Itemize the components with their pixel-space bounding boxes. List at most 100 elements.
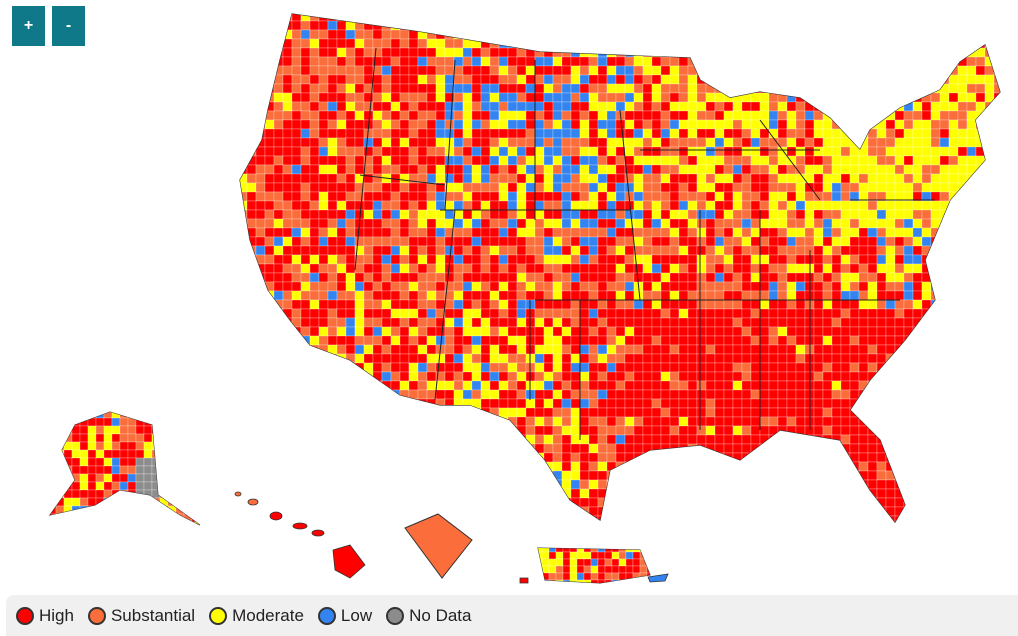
county-cell bbox=[921, 470, 932, 481]
county-cell bbox=[966, 74, 977, 85]
county-cell bbox=[381, 191, 392, 202]
county-cell bbox=[804, 74, 815, 85]
county-cell bbox=[264, 470, 275, 481]
county-cell bbox=[606, 245, 617, 256]
county-cell bbox=[939, 119, 950, 130]
county-cell bbox=[966, 290, 977, 301]
county-cell bbox=[327, 272, 338, 283]
county-cell bbox=[885, 38, 896, 49]
county-cell bbox=[840, 164, 851, 175]
county-cell bbox=[678, 128, 689, 139]
county-cell bbox=[525, 290, 536, 301]
county-cell bbox=[579, 515, 590, 522]
county-cell bbox=[678, 317, 689, 328]
county-cell bbox=[516, 20, 527, 31]
county-cell bbox=[327, 245, 338, 256]
county-cell bbox=[390, 425, 401, 436]
county-cell bbox=[435, 461, 446, 472]
county-cell bbox=[453, 65, 464, 76]
county-cell bbox=[921, 488, 932, 499]
county-cell bbox=[390, 443, 401, 454]
county-cell bbox=[435, 128, 446, 139]
county-cell bbox=[615, 227, 626, 238]
county-cell bbox=[930, 497, 941, 508]
county-cell bbox=[318, 245, 329, 256]
county-cell bbox=[507, 173, 518, 184]
county-cell bbox=[426, 74, 437, 85]
county-cell bbox=[840, 38, 851, 49]
county-cell bbox=[984, 155, 995, 166]
county-cell bbox=[372, 389, 383, 400]
county-cell bbox=[119, 449, 129, 459]
county-cell bbox=[966, 272, 977, 283]
us-county-map[interactable] bbox=[0, 0, 1018, 595]
county-cell bbox=[453, 479, 464, 490]
county-cell bbox=[87, 441, 97, 451]
county-cell bbox=[813, 398, 824, 409]
county-cell bbox=[741, 110, 752, 121]
county-cell bbox=[642, 83, 653, 94]
county-cell bbox=[606, 146, 617, 157]
county-cell bbox=[309, 317, 320, 328]
county-cell bbox=[246, 443, 257, 454]
county-cell bbox=[876, 506, 887, 517]
county-cell bbox=[291, 236, 302, 247]
county-cell bbox=[966, 452, 977, 463]
county-cell bbox=[426, 47, 437, 58]
county-cell bbox=[624, 245, 635, 256]
county-cell bbox=[327, 497, 338, 508]
county-cell bbox=[723, 119, 734, 130]
county-cell bbox=[291, 281, 302, 292]
county-cell bbox=[435, 164, 446, 175]
county-cell bbox=[273, 191, 284, 202]
county-cell bbox=[750, 461, 761, 472]
county-cell bbox=[255, 110, 266, 121]
county-cell bbox=[687, 227, 698, 238]
county-cell bbox=[570, 407, 581, 418]
county-cell bbox=[471, 137, 482, 148]
county-cell bbox=[759, 506, 770, 517]
county-cell bbox=[903, 56, 914, 67]
county-cell bbox=[399, 308, 410, 319]
county-cell bbox=[768, 515, 779, 522]
county-cell bbox=[831, 317, 842, 328]
county-cell bbox=[642, 299, 653, 310]
county-cell bbox=[444, 398, 455, 409]
county-cell bbox=[660, 74, 671, 85]
county-cell bbox=[444, 344, 455, 355]
zoom-in-button[interactable]: + bbox=[12, 6, 45, 46]
county-cell bbox=[777, 461, 788, 472]
county-cell bbox=[705, 497, 716, 508]
county-cell bbox=[660, 227, 671, 238]
county-cell bbox=[741, 14, 752, 22]
county-cell bbox=[282, 128, 293, 139]
county-cell bbox=[453, 470, 464, 481]
county-cell bbox=[534, 146, 545, 157]
zoom-out-button[interactable]: - bbox=[52, 6, 85, 46]
county-cell bbox=[372, 191, 383, 202]
county-cell bbox=[417, 191, 428, 202]
county-cell bbox=[489, 173, 500, 184]
county-cell bbox=[912, 353, 923, 364]
county-cell bbox=[507, 344, 518, 355]
county-cell bbox=[345, 443, 356, 454]
county-cell bbox=[849, 164, 860, 175]
county-cell bbox=[426, 209, 437, 220]
county-cell bbox=[363, 308, 374, 319]
county-cell bbox=[849, 200, 860, 211]
county-cell bbox=[273, 371, 284, 382]
county-cell bbox=[669, 173, 680, 184]
county-cell bbox=[588, 137, 599, 148]
county-cell bbox=[651, 362, 662, 373]
county-cell bbox=[687, 290, 698, 301]
county-cell bbox=[336, 290, 347, 301]
county-cell bbox=[354, 326, 365, 337]
county-cell bbox=[435, 227, 446, 238]
county-cell bbox=[390, 110, 401, 121]
county-cell bbox=[525, 200, 536, 211]
county-cell bbox=[777, 452, 788, 463]
county-cell bbox=[975, 443, 986, 454]
county-cell bbox=[993, 497, 1000, 508]
county-cell bbox=[831, 461, 842, 472]
county-cell bbox=[903, 497, 914, 508]
